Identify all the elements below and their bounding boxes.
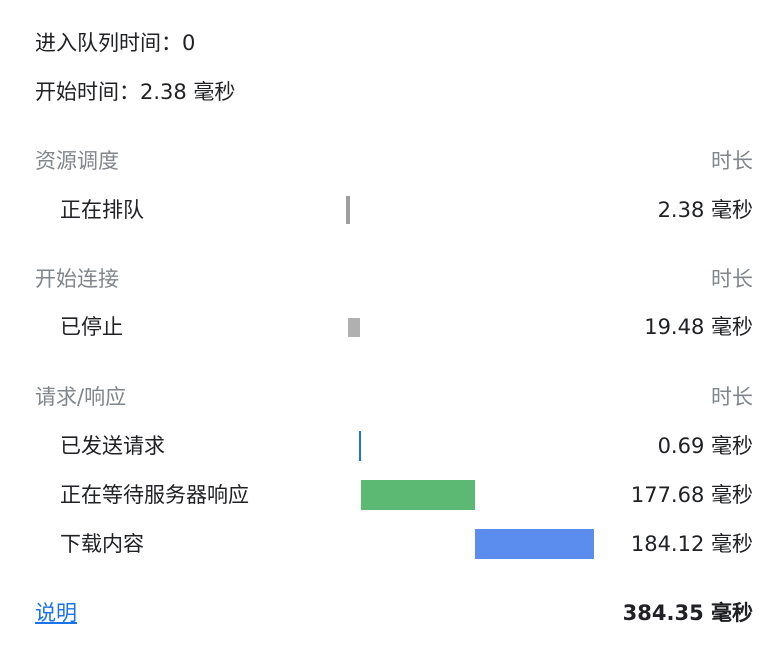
timing-label: 已停止	[60, 315, 123, 339]
timing-label: 正在等待服务器响应	[60, 483, 249, 507]
timing-label: 正在排队	[60, 198, 144, 222]
timing-footer: 说明 384.35 毫秒	[35, 597, 753, 629]
timing-bar-download	[475, 529, 594, 559]
duration-header: 时长	[711, 385, 753, 409]
timing-label: 下载内容	[60, 532, 144, 556]
timing-row-waiting: 正在等待服务器响应 177.68 毫秒	[60, 478, 753, 512]
duration-header: 时长	[711, 267, 753, 291]
timing-bar-request-sent	[359, 431, 361, 461]
timing-row-download: 下载内容 184.12 毫秒	[60, 527, 753, 561]
timing-value: 19.48 毫秒	[644, 315, 753, 339]
section-title: 开始连接	[35, 267, 119, 291]
timing-value: 0.69 毫秒	[657, 434, 753, 458]
timing-row-queueing: 正在排队 2.38 毫秒	[60, 193, 753, 227]
timing-value: 2.38 毫秒	[657, 198, 753, 222]
section-title: 请求/响应	[35, 385, 127, 409]
section-header-scheduling: 资源调度 时长	[35, 146, 753, 176]
section-title: 资源调度	[35, 149, 119, 173]
timing-bar-waiting	[361, 480, 475, 510]
timing-bar-stalled	[348, 318, 360, 337]
section-header-connection: 开始连接 时长	[35, 264, 753, 294]
explanation-link[interactable]: 说明	[35, 601, 77, 625]
timing-row-stalled: 已停止 19.48 毫秒	[60, 310, 753, 344]
timing-value: 184.12 毫秒	[630, 532, 753, 556]
timing-value: 177.68 毫秒	[630, 483, 753, 507]
duration-header: 时长	[711, 149, 753, 173]
timing-row-request-sent: 已发送请求 0.69 毫秒	[60, 429, 753, 463]
timing-bar-queueing	[346, 196, 350, 224]
section-header-request: 请求/响应 时长	[35, 382, 753, 412]
queued-at-text: 进入队列时间：0	[35, 31, 196, 55]
timing-label: 已发送请求	[60, 434, 165, 458]
total-duration: 384.35 毫秒	[622, 601, 753, 625]
started-at-text: 开始时间：2.38 毫秒	[35, 80, 236, 104]
